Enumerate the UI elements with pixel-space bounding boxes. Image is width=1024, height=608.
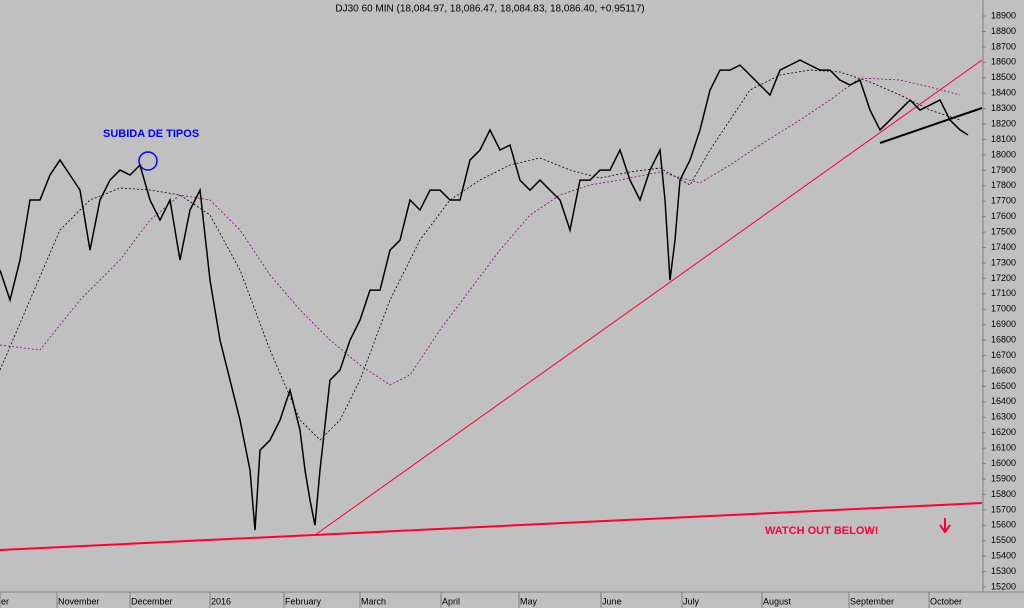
x-tick-label: October [930, 596, 962, 606]
y-tick-label: 17300 [991, 257, 1016, 267]
y-tick-label: 18000 [991, 149, 1016, 159]
chart-title: DJ30 60 MIN (18,084.97, 18,086.47, 18,08… [335, 4, 644, 15]
y-tick-label: 16000 [991, 458, 1016, 468]
y-tick-label: 15800 [991, 489, 1016, 499]
y-tick-label: 18800 [991, 26, 1016, 36]
y-tick-label: 16500 [991, 381, 1016, 391]
y-tick-label: 16400 [991, 396, 1016, 406]
x-tick-label: er [1, 596, 9, 606]
y-tick-label: 15500 [991, 535, 1016, 545]
x-tick-label: September [850, 596, 894, 606]
marker-circle [138, 151, 158, 171]
y-tick-label: 18400 [991, 88, 1016, 98]
y-tick-label: 18500 [991, 72, 1016, 82]
wedge-line [879, 107, 983, 144]
y-tick-label: 16800 [991, 335, 1016, 345]
moving-average-short [0, 69, 961, 441]
moving-average-long [0, 77, 961, 386]
y-tick-label: 17200 [991, 273, 1016, 283]
y-tick-label: 16900 [991, 319, 1016, 329]
y-tick-label: 15300 [991, 566, 1016, 576]
x-tick-label: February [285, 596, 322, 606]
support-line [0, 502, 983, 551]
x-tick-label: 2016 [211, 596, 231, 606]
down-arrow [939, 518, 951, 534]
annotation: SUBIDA DE TIPOS [103, 128, 199, 140]
y-tick-label: 17900 [991, 165, 1016, 175]
y-tick-label: 18900 [991, 10, 1016, 20]
y-tick-label: 16700 [991, 350, 1016, 360]
annotation: WATCH OUT BELOW! [765, 525, 878, 537]
price-line [0, 59, 969, 531]
y-tick-label: 17400 [991, 242, 1016, 252]
y-tick-label: 18200 [991, 118, 1016, 128]
y-tick-label: 15600 [991, 520, 1016, 530]
x-tick-label: November [58, 596, 100, 606]
y-tick-label: 15200 [991, 581, 1016, 591]
x-tick-label: December [131, 596, 173, 606]
x-tick-label: June [602, 596, 622, 606]
y-tick-label: 15700 [991, 504, 1016, 514]
y-tick-label: 16300 [991, 412, 1016, 422]
y-tick-label: 18600 [991, 57, 1016, 67]
y-tick-label: 16200 [991, 427, 1016, 437]
y-tick-label: 17500 [991, 226, 1016, 236]
x-tick-label: August [763, 596, 792, 606]
x-tick-label: July [683, 596, 700, 606]
y-tick-label: 17100 [991, 288, 1016, 298]
x-tick-label: April [442, 596, 460, 606]
y-tick-label: 18700 [991, 41, 1016, 51]
y-tick-label: 17600 [991, 211, 1016, 221]
y-tick-label: 18100 [991, 134, 1016, 144]
y-tick-label: 16100 [991, 443, 1016, 453]
y-tick-label: 17700 [991, 196, 1016, 206]
y-tick-label: 15400 [991, 551, 1016, 561]
x-tick-label: May [520, 596, 538, 606]
trend-line [314, 59, 983, 536]
y-tick-label: 16600 [991, 365, 1016, 375]
x-tick-label: March [361, 596, 386, 606]
y-tick-label: 18300 [991, 103, 1016, 113]
y-tick-label: 17800 [991, 180, 1016, 190]
y-tick-label: 15900 [991, 473, 1016, 483]
y-tick-label: 17000 [991, 304, 1016, 314]
